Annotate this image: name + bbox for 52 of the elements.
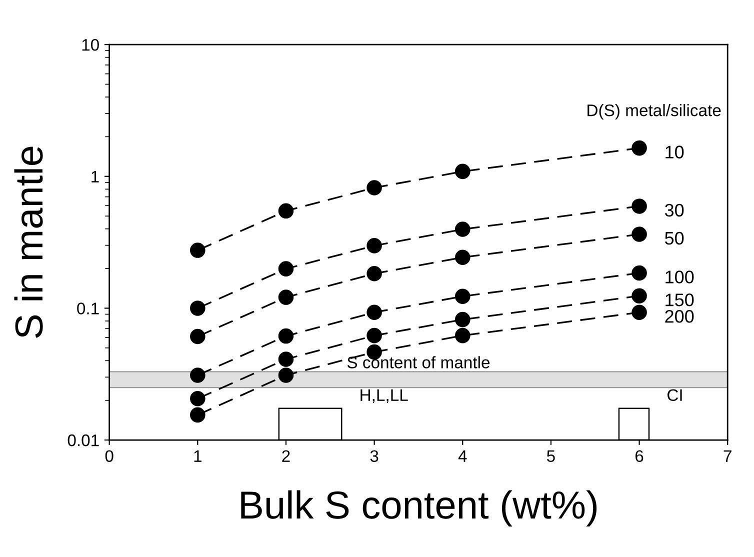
y-tick-label: 1 [92, 170, 99, 182]
series-label: 200 [665, 310, 694, 323]
band-label: H,L,LL [360, 389, 408, 403]
point [366, 238, 382, 254]
point [366, 266, 382, 282]
series-label: 50 [665, 232, 684, 245]
series-label: 100 [666, 270, 694, 284]
y-tick-label: 0.1 [77, 302, 99, 314]
point [278, 290, 294, 305]
point [366, 328, 382, 344]
series-label: 30 [664, 204, 684, 217]
point [366, 180, 382, 196]
point [278, 261, 294, 276]
point [632, 265, 647, 281]
series-label: 10 [666, 146, 684, 158]
point [278, 352, 294, 367]
legend-title: D(S) metal/silicate [588, 104, 721, 120]
point [454, 312, 470, 328]
y-tick-label: 10 [82, 38, 99, 51]
x-tick-label: 4 [458, 450, 467, 462]
x-tick-label: 3 [370, 450, 378, 462]
point [190, 328, 206, 344]
point [278, 368, 294, 383]
x-tick-label: 5 [546, 450, 555, 462]
band-label: CI [668, 389, 682, 401]
point [278, 328, 294, 344]
x-tick-label: 7 [724, 450, 732, 462]
y-tick-label: 0.01 [68, 434, 99, 446]
point [190, 368, 206, 383]
point [366, 304, 382, 320]
point [632, 198, 647, 214]
point [454, 222, 470, 237]
point [454, 164, 470, 180]
x-tick-label: 6 [635, 450, 644, 462]
point [190, 391, 206, 406]
point [190, 407, 206, 423]
point [632, 140, 647, 156]
x-tick-label: 1 [194, 450, 202, 462]
x-tick-label: 0 [105, 450, 114, 462]
point [278, 203, 294, 219]
point [454, 328, 470, 344]
x-axis-title: Bulk S content (wt%) [241, 490, 597, 527]
series-label: 150 [666, 294, 694, 306]
point [632, 226, 647, 242]
point [454, 250, 470, 266]
point [190, 242, 206, 258]
point [632, 304, 647, 320]
point [454, 288, 470, 304]
x-tick-label: 2 [282, 450, 290, 462]
y-axis-title: S in mantle [14, 146, 43, 338]
point [190, 300, 206, 316]
point [632, 288, 647, 304]
